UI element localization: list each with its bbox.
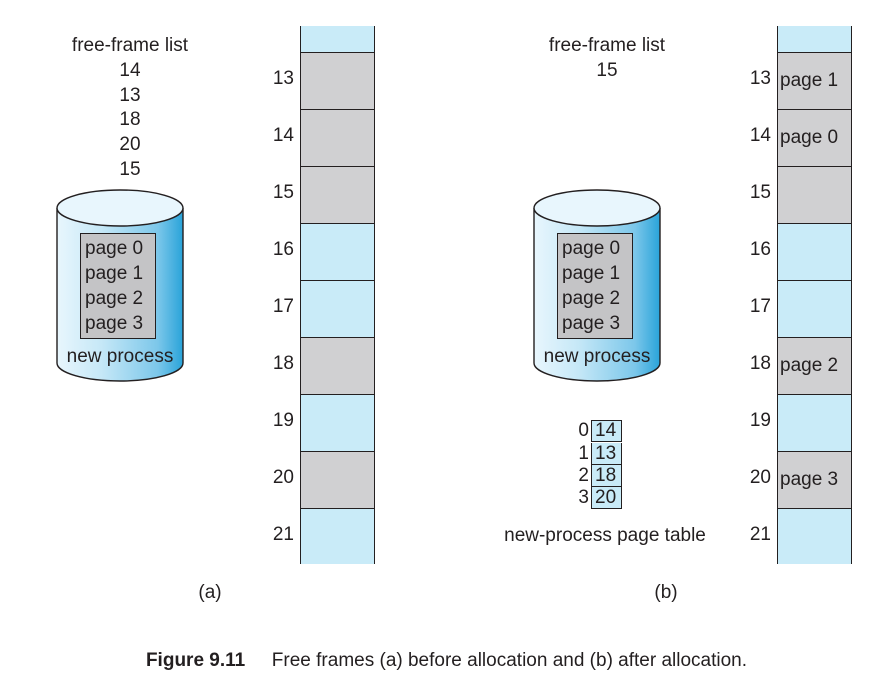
- frame-content: page 3: [780, 469, 839, 490]
- page-entry: page 1: [85, 263, 144, 284]
- page-entry: page 1: [562, 263, 621, 284]
- panel-label: (a): [198, 582, 222, 603]
- memory-frame: [778, 394, 851, 451]
- free-frame-entry: 13: [119, 85, 141, 106]
- memory-frame: [301, 508, 374, 564]
- frame-number: 18: [749, 353, 771, 374]
- frame-number: 20: [272, 467, 294, 488]
- memory-frame: [778, 280, 851, 337]
- physical-memory-b: page 1 page 0 page 2 page 3: [777, 26, 852, 564]
- frame-number: 16: [749, 239, 771, 260]
- memory-frame: page 2: [778, 337, 851, 394]
- page-entry: page 2: [85, 288, 144, 309]
- frame-number: 21: [749, 524, 771, 545]
- page-entry: page 3: [85, 313, 144, 334]
- page-table-frame: 13: [591, 443, 622, 465]
- frame-number: 13: [272, 68, 294, 89]
- figure-caption-text: Free frames (a) before allocation and (b…: [271, 650, 748, 671]
- disk-label: new process: [543, 346, 651, 367]
- frame-content: page 1: [780, 70, 839, 91]
- free-frame-list-title: free-frame list: [71, 35, 189, 56]
- figure-caption: Figure 9.11 Free frames (a) before alloc…: [0, 650, 893, 672]
- frame-number: 13: [749, 68, 771, 89]
- memory-frame: [301, 337, 374, 394]
- frame-number: 15: [272, 182, 294, 203]
- memory-frame: [778, 166, 851, 223]
- page-table-index: 2: [578, 465, 589, 486]
- frame-content: page 2: [780, 355, 839, 376]
- frame-number: 19: [749, 410, 771, 431]
- page-table-row: 0 14: [572, 420, 622, 442]
- frame-content: page 0: [780, 127, 839, 148]
- free-frame-list-title: free-frame list: [548, 35, 666, 56]
- memory-frame: [301, 223, 374, 280]
- page-table-label: new-process page table: [504, 525, 706, 546]
- page-entry: page 2: [562, 288, 621, 309]
- page-table-frame: 18: [591, 465, 622, 487]
- frame-number: 18: [272, 353, 294, 374]
- frame-number: 14: [749, 125, 771, 146]
- free-frame-entry: 14: [119, 60, 141, 81]
- figure-number: Figure 9.11: [145, 650, 246, 671]
- free-frame-entry: 15: [596, 60, 618, 81]
- page-table-frame: 20: [591, 487, 622, 509]
- page-entry: page 3: [562, 313, 621, 334]
- physical-memory-a: [300, 26, 375, 564]
- page-table-index: 1: [578, 443, 589, 464]
- frame-number: 20: [749, 467, 771, 488]
- memory-frame: page 1: [778, 52, 851, 109]
- memory-frame-top: [301, 26, 374, 52]
- free-frame-entry: 18: [119, 109, 141, 130]
- memory-frame-top: [778, 26, 851, 52]
- page-table-frame: 14: [591, 420, 622, 442]
- frame-number: 15: [749, 182, 771, 203]
- memory-frame: [301, 109, 374, 166]
- frame-number: 17: [272, 296, 294, 317]
- frame-number: 21: [272, 524, 294, 545]
- memory-frame: page 3: [778, 451, 851, 508]
- page-table-index: 3: [578, 487, 589, 508]
- memory-frame: [301, 52, 374, 109]
- memory-frame: [301, 451, 374, 508]
- page-table-row: 1 13: [572, 443, 622, 465]
- frame-number: 16: [272, 239, 294, 260]
- panel-label: (b): [654, 582, 678, 603]
- free-frame-entry: 20: [119, 134, 141, 155]
- memory-frame: page 0: [778, 109, 851, 166]
- frame-number: 17: [749, 296, 771, 317]
- process-pages: page 0 page 1 page 2 page 3: [557, 233, 633, 339]
- memory-frame: [778, 508, 851, 564]
- memory-frame: [301, 166, 374, 223]
- page-entry: page 0: [85, 238, 144, 259]
- page-table-row: 3 20: [572, 487, 622, 509]
- frame-number: 19: [272, 410, 294, 431]
- memory-frame: [301, 394, 374, 451]
- process-pages: page 0 page 1 page 2 page 3: [80, 233, 156, 339]
- free-frame-entry: 15: [119, 159, 141, 180]
- page-table-index: 0: [578, 420, 589, 441]
- disk-label: new process: [66, 346, 174, 367]
- memory-frame: [778, 223, 851, 280]
- page-entry: page 0: [562, 238, 621, 259]
- memory-frame: [301, 280, 374, 337]
- frame-number: 14: [272, 125, 294, 146]
- page-table-row: 2 18: [572, 465, 622, 487]
